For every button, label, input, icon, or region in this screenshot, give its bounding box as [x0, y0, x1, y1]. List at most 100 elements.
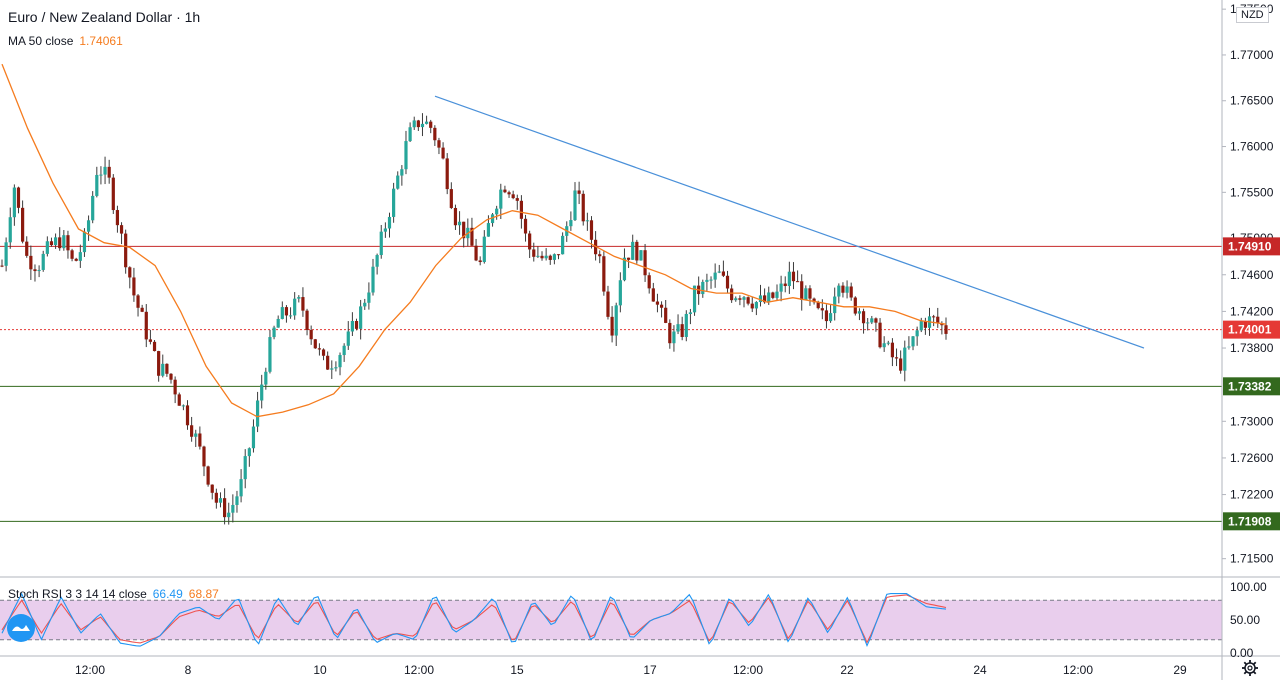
y-tick-label: 1.72600 [1230, 451, 1274, 465]
candle-body [161, 363, 165, 376]
x-tick-label: 8 [185, 663, 192, 677]
candle-body [86, 220, 91, 232]
candle-body [119, 225, 124, 234]
x-tick-label: 22 [840, 663, 854, 677]
candle-body [495, 208, 499, 215]
candle-body [540, 255, 544, 259]
candle-body [136, 295, 140, 308]
candle-body [227, 512, 231, 518]
candle-body [346, 331, 350, 346]
candle-body [503, 189, 507, 193]
candle-body [783, 283, 787, 287]
candle-body [614, 305, 618, 336]
candle-body [635, 241, 639, 261]
candle-body [288, 315, 293, 317]
candle-body [173, 379, 177, 395]
current-price-label-bg [1223, 320, 1280, 339]
candle-body [791, 271, 796, 282]
x-tick-label: 29 [1173, 663, 1187, 677]
candle-body [190, 425, 194, 437]
symbol-title: Euro / New Zealand Dollar · 1h [8, 9, 201, 25]
candle-body [730, 288, 734, 301]
candle-body [16, 187, 21, 208]
candle-body [95, 174, 99, 196]
candle-body [49, 241, 54, 246]
candle-body [763, 295, 767, 303]
candle-body [387, 216, 392, 229]
candle-body [309, 329, 313, 340]
candle-body [359, 306, 363, 329]
candle-body [734, 298, 738, 301]
candle-body [787, 271, 791, 287]
candle-body [606, 291, 610, 317]
candle-body [870, 318, 874, 323]
candle-body [915, 330, 919, 337]
candle-body [255, 400, 260, 427]
resistance-price-label-bg [1223, 237, 1280, 256]
currency-badge[interactable]: NZD [1236, 7, 1269, 23]
stoch-tick-label: 0.00 [1230, 646, 1254, 660]
candle-body [157, 351, 161, 376]
candle-body [41, 253, 45, 270]
candle-body [812, 298, 816, 303]
candle-body [664, 307, 668, 323]
candle-body [519, 200, 524, 219]
candle-body [194, 433, 198, 437]
candle-body [66, 235, 70, 251]
candle-body [923, 321, 927, 328]
x-tick-label: 24 [973, 663, 987, 677]
ma-value: 1.74061 [79, 34, 123, 48]
candle-body [272, 327, 276, 338]
stoch-rsi-label: Stoch RSI 3 3 14 14 close [8, 587, 147, 601]
y-tick-label: 1.75500 [1230, 185, 1274, 199]
x-tick-label: 10 [313, 663, 327, 677]
candle-body [293, 298, 297, 316]
candle-body [631, 241, 635, 260]
candle-body [70, 250, 74, 259]
candle-body [429, 121, 433, 128]
support-1-price-label-bg [1223, 377, 1280, 396]
candle-body [668, 322, 672, 344]
candle-body [433, 127, 437, 141]
candle-body [420, 123, 425, 128]
candle-body [795, 281, 800, 283]
candle-body [29, 255, 33, 270]
settings-gear-icon[interactable] [1239, 657, 1261, 679]
stoch-k-value: 66.49 [152, 587, 183, 601]
candle-body [515, 198, 519, 201]
candle-body [866, 322, 870, 324]
x-tick-label: 12:00 [733, 663, 763, 677]
candle-body [800, 281, 804, 300]
candle-body [82, 231, 87, 253]
candle-body [379, 231, 383, 256]
stoch-d-value: 68.87 [188, 587, 219, 601]
candle-body [445, 158, 449, 190]
candle-body [107, 166, 111, 178]
candle-body [284, 307, 289, 316]
tradingview-logo-icon[interactable] [6, 613, 36, 643]
candle-body [618, 280, 622, 306]
x-tick-label: 12:00 [1063, 663, 1093, 677]
candle-body [276, 318, 280, 328]
stoch-tick-label: 50.00 [1230, 613, 1260, 627]
candle-body [78, 252, 82, 261]
candle-body [709, 279, 713, 281]
candle-body [21, 207, 25, 242]
candle-body [672, 331, 676, 344]
candle-body [857, 311, 862, 314]
stoch-k-line [1, 592, 947, 648]
candle-body [861, 311, 866, 324]
candle-body [202, 446, 206, 467]
candle-body [235, 496, 239, 505]
candle-body [239, 479, 243, 497]
candle-body [210, 484, 214, 493]
candle-body [53, 237, 58, 246]
candle-body [301, 297, 305, 311]
candle-body [453, 207, 458, 226]
stoch-band [0, 600, 1222, 640]
candle-body [0, 265, 4, 267]
y-tick-label: 1.71500 [1230, 552, 1274, 566]
candle-body [874, 318, 878, 323]
candle-body [820, 308, 824, 311]
